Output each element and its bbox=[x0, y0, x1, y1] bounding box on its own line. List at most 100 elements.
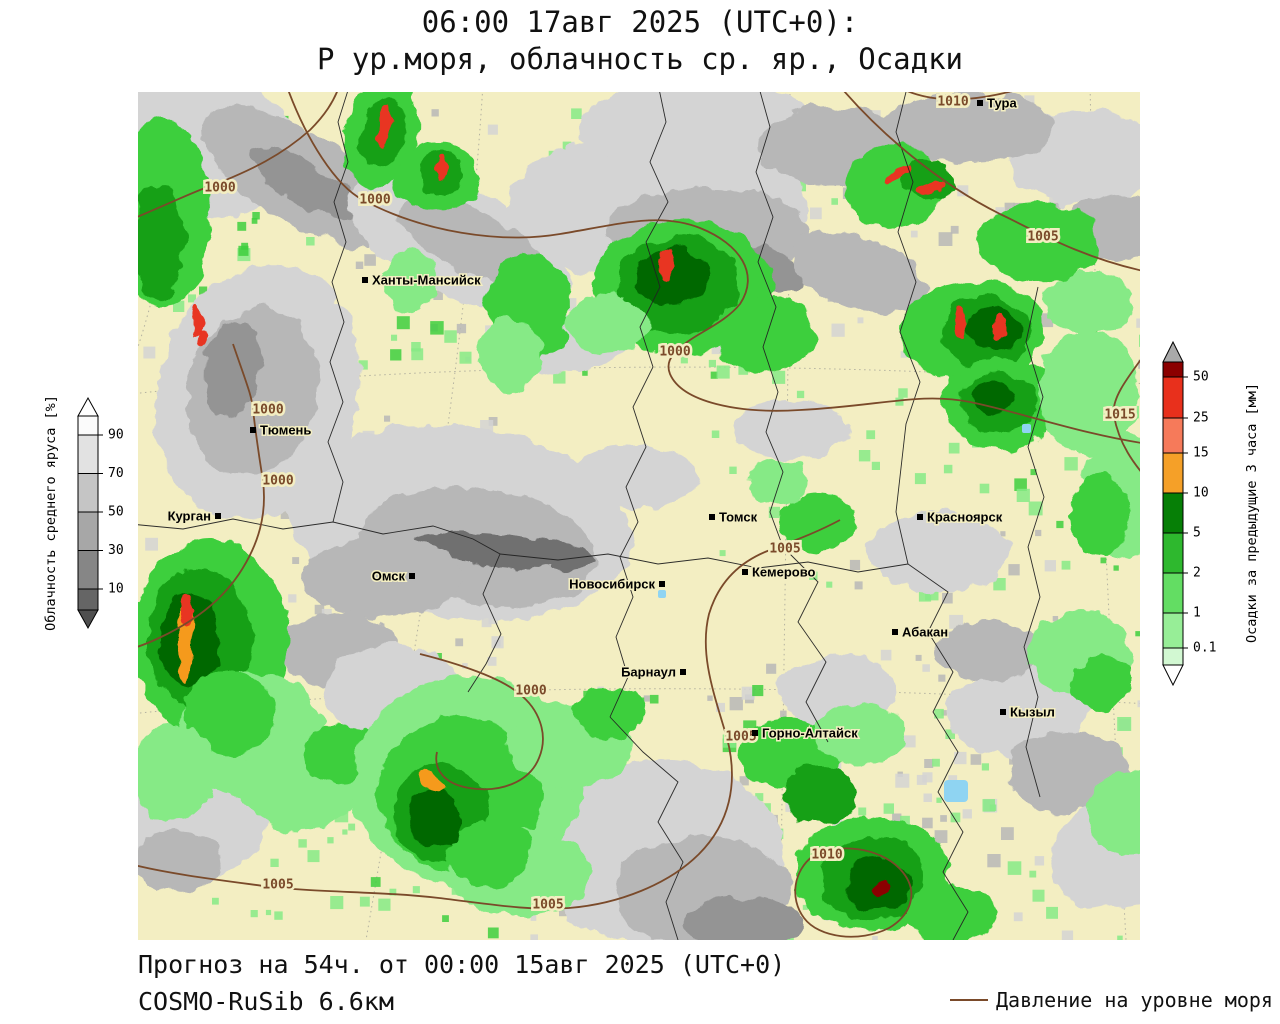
precip-patch bbox=[384, 250, 436, 314]
colorbar-arrow-top bbox=[77, 396, 99, 417]
precip-patch bbox=[711, 296, 815, 372]
city-marker bbox=[659, 581, 665, 587]
city-markers: Тура Ханты-Мансийск Тюмень Курган Омск Томск Н… bbox=[166, 94, 1056, 742]
heavy-precip-spot bbox=[880, 164, 912, 184]
grid-cell bbox=[1046, 906, 1058, 919]
grid-cell bbox=[914, 473, 926, 485]
colorbar-tick-label: 1 bbox=[1193, 606, 1201, 621]
grid-cell bbox=[752, 685, 764, 697]
map-shape bbox=[138, 519, 841, 910]
precip-patch bbox=[1043, 272, 1133, 332]
grid-cell bbox=[582, 370, 588, 376]
grid-cell bbox=[1061, 930, 1074, 940]
city-marker bbox=[742, 569, 748, 575]
grid-cell bbox=[145, 537, 158, 551]
grid-cell bbox=[940, 815, 947, 822]
lake bbox=[658, 590, 666, 598]
grid-cell bbox=[274, 911, 283, 920]
grid-cell bbox=[962, 809, 972, 819]
isobar-label: 1005 bbox=[725, 730, 756, 745]
grid-cell bbox=[716, 702, 725, 712]
city-marker bbox=[752, 730, 758, 736]
grid-cell bbox=[238, 245, 249, 256]
colorbar-segment bbox=[1162, 361, 1184, 378]
grid-cell bbox=[1016, 488, 1030, 502]
precip-patch bbox=[574, 688, 646, 740]
grid-cell bbox=[1029, 870, 1037, 878]
grid-cell bbox=[858, 807, 867, 816]
map-shape bbox=[138, 92, 186, 349]
grid-cell bbox=[941, 710, 947, 716]
map-shape bbox=[499, 553, 909, 573]
colorbar-segment bbox=[77, 434, 99, 474]
grid-cell bbox=[298, 839, 307, 848]
admin-boundaries bbox=[138, 92, 1045, 940]
cloud-patch bbox=[883, 92, 1053, 162]
grid-cell bbox=[1138, 359, 1140, 369]
grid-cell bbox=[772, 370, 786, 384]
grid-cell bbox=[1044, 560, 1056, 572]
grid-cell bbox=[370, 877, 381, 887]
grid-cell bbox=[530, 915, 537, 921]
grid-cell bbox=[288, 594, 297, 603]
city-label: Томск bbox=[719, 509, 758, 524]
colorbar-segment bbox=[77, 511, 99, 551]
grid-cell bbox=[755, 793, 764, 802]
heavy-precip-spot bbox=[872, 881, 888, 897]
grid-cell bbox=[348, 823, 356, 831]
grid-cell bbox=[903, 735, 916, 748]
grid-cell bbox=[1137, 700, 1140, 708]
map-shape bbox=[782, 546, 829, 743]
heavy-precip-spot bbox=[954, 309, 966, 341]
grid-cell bbox=[831, 198, 838, 205]
pressure-legend-label: Давление на уровне моря bbox=[996, 988, 1273, 1012]
grid-cell bbox=[1056, 520, 1064, 529]
cloudiness-colorbar: 90 70 50 30 10 Облачность среднего яруса [%] bbox=[43, 395, 124, 631]
map-shape bbox=[609, 92, 669, 718]
colorbar-tick-label: 10 bbox=[1193, 486, 1209, 501]
grid-cell bbox=[571, 108, 582, 119]
city-label: Тура bbox=[987, 95, 1017, 110]
isobar-label: 1000 bbox=[359, 193, 390, 208]
grid-cell bbox=[1007, 861, 1022, 875]
colorbar-segment bbox=[77, 473, 99, 513]
grid-cell bbox=[456, 323, 467, 334]
grid-cell bbox=[922, 817, 933, 829]
grid-cell bbox=[491, 636, 504, 649]
grid-cell bbox=[237, 221, 247, 231]
grid-cell bbox=[430, 321, 444, 335]
grid-cell bbox=[530, 934, 538, 940]
grid-cell bbox=[358, 360, 368, 370]
colorbar-tick-label: 15 bbox=[1193, 446, 1209, 461]
grid-cell bbox=[729, 697, 743, 711]
page-title: 06:00 17авг 2025 (UTC+0): Р ур.моря, обл… bbox=[0, 4, 1280, 78]
grid-cell bbox=[810, 207, 822, 220]
grid-cell bbox=[716, 365, 730, 379]
grid-cell bbox=[455, 638, 464, 647]
colorbar-tick-label: 25 bbox=[1193, 411, 1209, 426]
precipitation-layer bbox=[138, 92, 1140, 940]
colorbar-tick-label: 50 bbox=[1193, 370, 1209, 385]
grid-cell bbox=[741, 686, 755, 700]
cloud-patch bbox=[568, 445, 698, 509]
grid-cell bbox=[1100, 557, 1107, 564]
grid-cell bbox=[649, 694, 659, 704]
colorbar-tick-label: 30 bbox=[108, 543, 124, 558]
colorbar-arrow-top bbox=[1162, 340, 1184, 363]
grid-cell bbox=[1034, 856, 1045, 866]
heavy-precip-spot bbox=[994, 315, 1006, 343]
grid-cell bbox=[707, 695, 713, 701]
grid-cell bbox=[924, 759, 934, 768]
grid-cell bbox=[922, 664, 930, 672]
grid-cell bbox=[898, 388, 908, 398]
grid-cell bbox=[390, 349, 402, 361]
map-shape: 1010 1000 1000 1005 1000 1000 1000 1015 1005 1000… bbox=[138, 92, 1140, 940]
map-shape bbox=[138, 92, 338, 218]
city-label: Горно-Алтайск bbox=[762, 725, 858, 740]
city-label: Омск bbox=[372, 568, 406, 583]
grid-cell bbox=[444, 330, 457, 343]
grid-cell bbox=[459, 351, 472, 364]
grid-cell bbox=[1135, 631, 1140, 637]
map-shape bbox=[419, 653, 544, 791]
grid-cell bbox=[1001, 827, 1014, 840]
